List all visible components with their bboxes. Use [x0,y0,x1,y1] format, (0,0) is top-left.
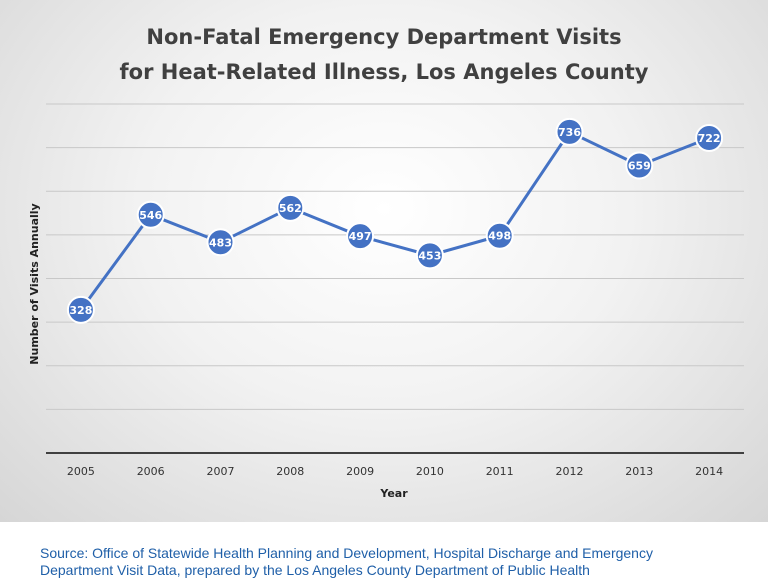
x-tick-label: 2012 [556,465,584,478]
x-tick-label: 2013 [625,465,653,478]
data-point-2007 [206,228,235,257]
line-chart: Non-Fatal Emergency Department Visits fo… [28,25,744,500]
data-label-2013: 659 [628,160,651,173]
data-label-2009: 497 [349,230,372,243]
data-label-2012: 736 [558,126,581,139]
source-line-1: Source: Office of Statewide Health Plann… [40,545,653,561]
chart-title-line-2: for Heat-Related Illness, Los Angeles Co… [120,60,649,84]
data-label-2011: 498 [488,230,511,243]
chart-title-line-1: Non-Fatal Emergency Department Visits [146,25,621,49]
x-axis: 2005 2006 2007 2008 2009 2010 2011 2012 2013 2014 [46,452,744,478]
data-point-2011 [485,221,514,250]
data-label-2005: 328 [69,304,92,317]
x-tick-label: 2009 [346,465,374,478]
data-label-2010: 453 [418,249,441,262]
data-label-2006: 546 [139,209,162,222]
x-tick-label: 2011 [486,465,514,478]
source-note: Source: Office of Statewide Health Plann… [40,545,760,579]
data-point-2014 [695,124,724,153]
series-visits [66,117,724,324]
x-axis-title: Year [379,487,408,500]
x-tick-label: 2007 [207,465,235,478]
data-labels: 328 546 483 562 497 453 498 736 659 722 [69,126,720,317]
data-point-2008 [276,193,305,222]
chart-panel: Non-Fatal Emergency Department Visits fo… [0,0,768,522]
source-line-2: Department Visit Data, prepared by the L… [40,562,590,578]
data-point-2012 [555,117,584,146]
data-point-2013 [625,151,654,180]
y-axis-title: Number of Visits Annually [28,203,41,364]
data-label-2014: 722 [698,132,721,145]
data-point-2009 [346,222,375,251]
x-tick-label: 2014 [695,465,723,478]
x-tick-label: 2006 [137,465,165,478]
x-tick-label: 2005 [67,465,95,478]
data-label-2008: 562 [279,202,302,215]
data-label-2007: 483 [209,236,232,249]
x-tick-label: 2008 [276,465,304,478]
series-line [79,130,710,311]
gridlines [46,103,744,410]
data-point-2005 [66,295,95,324]
data-point-2010 [415,241,444,270]
data-point-2006 [136,200,165,229]
x-tick-label: 2010 [416,465,444,478]
